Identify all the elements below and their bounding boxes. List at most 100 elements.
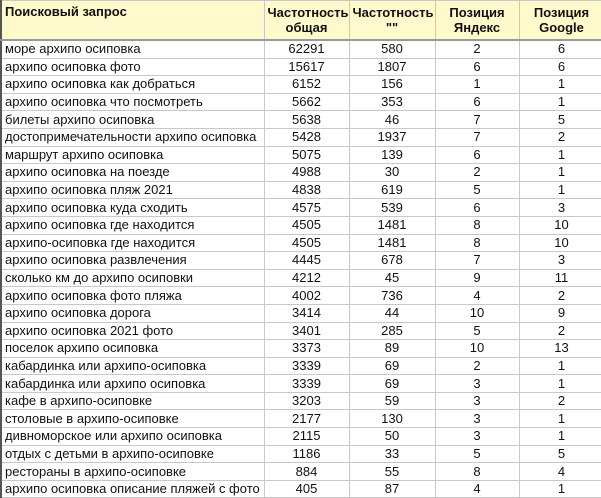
cell-pos-yandex[interactable]: 10	[434, 303, 520, 323]
cell-pos-yandex[interactable]: 6	[434, 57, 520, 77]
cell-freq-total[interactable]: 5662	[263, 92, 350, 112]
cell-freq-exact[interactable]: 89	[348, 339, 436, 358]
header-freq-total[interactable]: Частотность общая	[263, 0, 350, 41]
cell-pos-yandex[interactable]: 1	[434, 75, 520, 94]
cell-pos-google[interactable]: 5	[518, 110, 601, 129]
cell-pos-google[interactable]: 1	[518, 479, 601, 498]
cell-pos-google[interactable]: 1	[518, 356, 601, 376]
cell-pos-google[interactable]: 2	[518, 321, 601, 341]
cell-pos-yandex[interactable]: 9	[434, 268, 520, 288]
cell-freq-exact[interactable]: 156	[348, 75, 436, 94]
cell-freq-total[interactable]: 4212	[263, 268, 350, 288]
cell-freq-total[interactable]: 3401	[263, 321, 350, 341]
cell-pos-yandex[interactable]: 4	[434, 479, 520, 498]
cell-freq-total[interactable]: 62291	[263, 39, 350, 59]
cell-query[interactable]: архипо осиповка где находится	[0, 215, 265, 235]
cell-query[interactable]: море архипо осиповка	[0, 39, 265, 59]
cell-freq-total[interactable]: 4505	[263, 215, 350, 235]
cell-query[interactable]: архипо осиповка на поезде	[0, 163, 265, 182]
cell-pos-yandex[interactable]: 5	[434, 180, 520, 200]
cell-freq-total[interactable]: 3373	[263, 339, 350, 358]
cell-pos-google[interactable]: 1	[518, 92, 601, 112]
cell-pos-google[interactable]: 9	[518, 303, 601, 323]
header-freq-exact[interactable]: Частотность ""	[348, 0, 436, 41]
cell-pos-yandex[interactable]: 3	[434, 427, 520, 446]
cell-freq-exact[interactable]: 87	[348, 479, 436, 498]
cell-freq-total[interactable]: 3203	[263, 391, 350, 411]
cell-freq-total[interactable]: 3414	[263, 303, 350, 323]
cell-query[interactable]: архипо осиповка 2021 фото	[0, 321, 265, 341]
cell-freq-total[interactable]: 1186	[263, 444, 350, 464]
cell-freq-total[interactable]: 405	[263, 479, 350, 498]
cell-freq-exact[interactable]: 30	[348, 163, 436, 182]
cell-freq-total[interactable]: 5428	[263, 127, 350, 147]
cell-freq-total[interactable]: 15617	[263, 57, 350, 77]
cell-query[interactable]: архипо осиповка дорога	[0, 303, 265, 323]
cell-pos-google[interactable]: 5	[518, 444, 601, 464]
cell-pos-google[interactable]: 1	[518, 75, 601, 94]
cell-pos-google[interactable]: 3	[518, 251, 601, 270]
cell-freq-exact[interactable]: 44	[348, 303, 436, 323]
cell-pos-yandex[interactable]: 7	[434, 251, 520, 270]
cell-freq-exact[interactable]: 678	[348, 251, 436, 270]
cell-pos-yandex[interactable]: 7	[434, 110, 520, 129]
cell-pos-yandex[interactable]: 5	[434, 444, 520, 464]
cell-freq-exact[interactable]: 353	[348, 92, 436, 112]
cell-freq-exact[interactable]: 580	[348, 39, 436, 59]
cell-freq-total[interactable]: 6152	[263, 75, 350, 94]
cell-pos-yandex[interactable]: 6	[434, 92, 520, 112]
cell-query[interactable]: архипо осиповка пляж 2021	[0, 180, 265, 200]
cell-pos-google[interactable]: 6	[518, 57, 601, 77]
cell-freq-exact[interactable]: 130	[348, 409, 436, 429]
cell-pos-google[interactable]: 10	[518, 233, 601, 253]
cell-query[interactable]: кабардинка или архипо осиповка	[0, 374, 265, 393]
cell-freq-total[interactable]: 4988	[263, 163, 350, 182]
cell-freq-exact[interactable]: 69	[348, 356, 436, 376]
cell-pos-yandex[interactable]: 7	[434, 127, 520, 147]
cell-query[interactable]: билеты архипо осиповка	[0, 110, 265, 129]
cell-pos-google[interactable]: 1	[518, 163, 601, 182]
cell-freq-exact[interactable]: 1481	[348, 233, 436, 253]
cell-query[interactable]: архипо осиповка фото пляжа	[0, 286, 265, 305]
cell-pos-yandex[interactable]: 4	[434, 286, 520, 305]
cell-pos-google[interactable]: 1	[518, 145, 601, 165]
cell-freq-exact[interactable]: 1481	[348, 215, 436, 235]
cell-pos-yandex[interactable]: 3	[434, 391, 520, 411]
cell-freq-total[interactable]: 3339	[263, 374, 350, 393]
cell-pos-google[interactable]: 1	[518, 180, 601, 200]
cell-query[interactable]: достопримечательности архипо осиповка	[0, 127, 265, 147]
cell-freq-total[interactable]: 2177	[263, 409, 350, 429]
cell-pos-google[interactable]: 1	[518, 409, 601, 429]
cell-freq-exact[interactable]: 50	[348, 427, 436, 446]
cell-query[interactable]: кафе в архипо-осиповке	[0, 391, 265, 411]
cell-freq-exact[interactable]: 539	[348, 198, 436, 217]
cell-freq-total[interactable]: 5075	[263, 145, 350, 165]
cell-pos-google[interactable]: 1	[518, 427, 601, 446]
cell-freq-exact[interactable]: 33	[348, 444, 436, 464]
cell-pos-yandex[interactable]: 2	[434, 356, 520, 376]
cell-pos-yandex[interactable]: 6	[434, 198, 520, 217]
cell-pos-google[interactable]: 1	[518, 374, 601, 393]
cell-pos-google[interactable]: 3	[518, 198, 601, 217]
cell-pos-google[interactable]: 2	[518, 286, 601, 305]
cell-query[interactable]: кабардинка или архипо-осиповка	[0, 356, 265, 376]
cell-query[interactable]: дивноморское или архипо осиповка	[0, 427, 265, 446]
cell-query[interactable]: архипо осиповка что посмотреть	[0, 92, 265, 112]
header-pos-google[interactable]: Позиция Google	[518, 0, 601, 41]
cell-freq-exact[interactable]: 69	[348, 374, 436, 393]
cell-query[interactable]: столовые в архипо-осиповке	[0, 409, 265, 429]
cell-freq-total[interactable]: 4002	[263, 286, 350, 305]
cell-query[interactable]: архипо осиповка фото	[0, 57, 265, 77]
cell-query[interactable]: архипо осиповка развлечения	[0, 251, 265, 270]
header-pos-yandex[interactable]: Позиция Яндекс	[434, 0, 520, 41]
cell-query[interactable]: архипо осиповка куда сходить	[0, 198, 265, 217]
cell-pos-google[interactable]: 13	[518, 339, 601, 358]
cell-pos-yandex[interactable]: 10	[434, 339, 520, 358]
cell-freq-exact[interactable]: 736	[348, 286, 436, 305]
cell-pos-google[interactable]: 11	[518, 268, 601, 288]
cell-freq-exact[interactable]: 1807	[348, 57, 436, 77]
cell-query[interactable]: поселок архипо осиповка	[0, 339, 265, 358]
cell-freq-exact[interactable]: 45	[348, 268, 436, 288]
cell-freq-exact[interactable]: 1937	[348, 127, 436, 147]
cell-freq-exact[interactable]: 619	[348, 180, 436, 200]
